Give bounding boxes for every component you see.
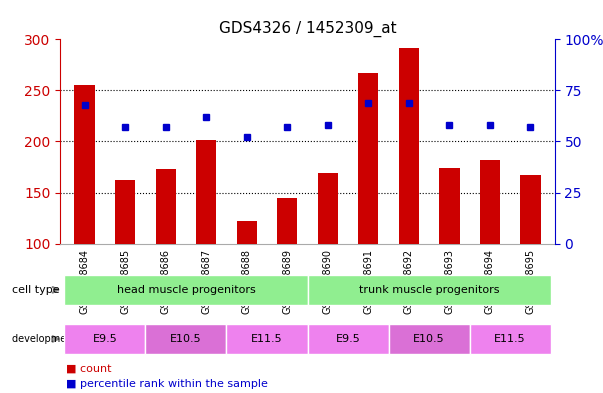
Bar — [318, 173, 338, 346]
Bar — [399, 48, 419, 346]
Bar — [156, 169, 176, 346]
Text: ■ percentile rank within the sample: ■ percentile rank within the sample — [66, 379, 268, 389]
Text: development stage: development stage — [12, 334, 107, 344]
Bar — [480, 160, 500, 346]
Text: E11.5: E11.5 — [494, 334, 526, 344]
Text: ■ count: ■ count — [66, 364, 112, 373]
Text: E11.5: E11.5 — [251, 334, 283, 344]
Bar — [75, 85, 95, 346]
Title: GDS4326 / 1452309_at: GDS4326 / 1452309_at — [219, 20, 396, 37]
Text: head muscle progenitors: head muscle progenitors — [116, 285, 255, 295]
Bar — [358, 73, 379, 346]
Text: cell type: cell type — [12, 285, 60, 295]
Bar — [520, 175, 540, 346]
Bar — [236, 221, 257, 346]
Bar — [277, 198, 297, 346]
Text: E9.5: E9.5 — [336, 334, 361, 344]
Bar — [196, 140, 216, 346]
Text: E10.5: E10.5 — [170, 334, 202, 344]
Text: trunk muscle progenitors: trunk muscle progenitors — [359, 285, 499, 295]
Bar — [115, 180, 135, 346]
Text: E9.5: E9.5 — [92, 334, 117, 344]
Bar — [439, 168, 459, 346]
Text: E10.5: E10.5 — [413, 334, 445, 344]
